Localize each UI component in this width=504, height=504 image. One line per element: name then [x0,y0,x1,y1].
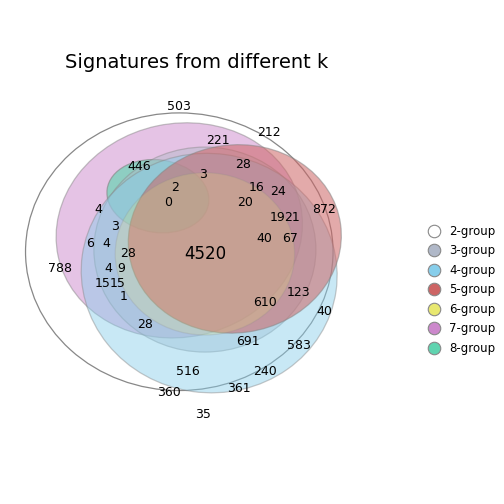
Text: 3: 3 [199,168,207,181]
Text: 360: 360 [157,386,180,399]
Text: 28: 28 [120,247,136,261]
Text: 35: 35 [195,408,211,420]
Title: Signatures from different k: Signatures from different k [65,52,328,72]
Text: 28: 28 [137,318,153,331]
Text: 9: 9 [117,262,125,275]
Legend: 2-group, 3-group, 4-group, 5-group, 6-group, 7-group, 8-group: 2-group, 3-group, 4-group, 5-group, 6-gr… [426,223,498,357]
Text: 221: 221 [206,134,229,147]
Text: 21: 21 [285,211,300,224]
Ellipse shape [115,173,295,335]
Ellipse shape [81,153,337,393]
Text: 2: 2 [171,181,179,194]
Text: 67: 67 [282,232,298,245]
Text: 40: 40 [257,232,273,245]
Text: 0: 0 [165,196,172,209]
Ellipse shape [107,160,209,233]
Text: 16: 16 [248,181,264,194]
Text: 6: 6 [86,237,94,249]
Text: 516: 516 [176,365,200,378]
Text: 446: 446 [127,160,151,173]
Text: 3: 3 [111,220,119,232]
Ellipse shape [56,123,302,338]
Text: 872: 872 [312,203,337,216]
Text: 28: 28 [235,158,251,171]
Text: 691: 691 [236,335,260,348]
Text: 788: 788 [48,262,72,275]
Text: 24: 24 [270,185,285,199]
Text: 1: 1 [120,290,128,303]
Text: 4: 4 [94,203,102,216]
Text: 240: 240 [253,365,277,378]
Text: 20: 20 [237,196,254,209]
Text: 361: 361 [227,382,251,395]
Text: 503: 503 [167,100,191,113]
Ellipse shape [128,145,341,333]
Text: 15: 15 [94,277,110,290]
Text: 19: 19 [270,211,285,224]
Text: 4: 4 [105,262,113,275]
Text: 4520: 4520 [184,245,226,263]
Text: 212: 212 [257,125,281,139]
Text: 15: 15 [109,277,125,290]
Text: 610: 610 [253,296,277,309]
Text: 40: 40 [317,305,333,318]
Text: 583: 583 [287,339,311,352]
Ellipse shape [94,147,316,352]
Text: 123: 123 [287,286,310,299]
Text: 4: 4 [103,237,110,249]
